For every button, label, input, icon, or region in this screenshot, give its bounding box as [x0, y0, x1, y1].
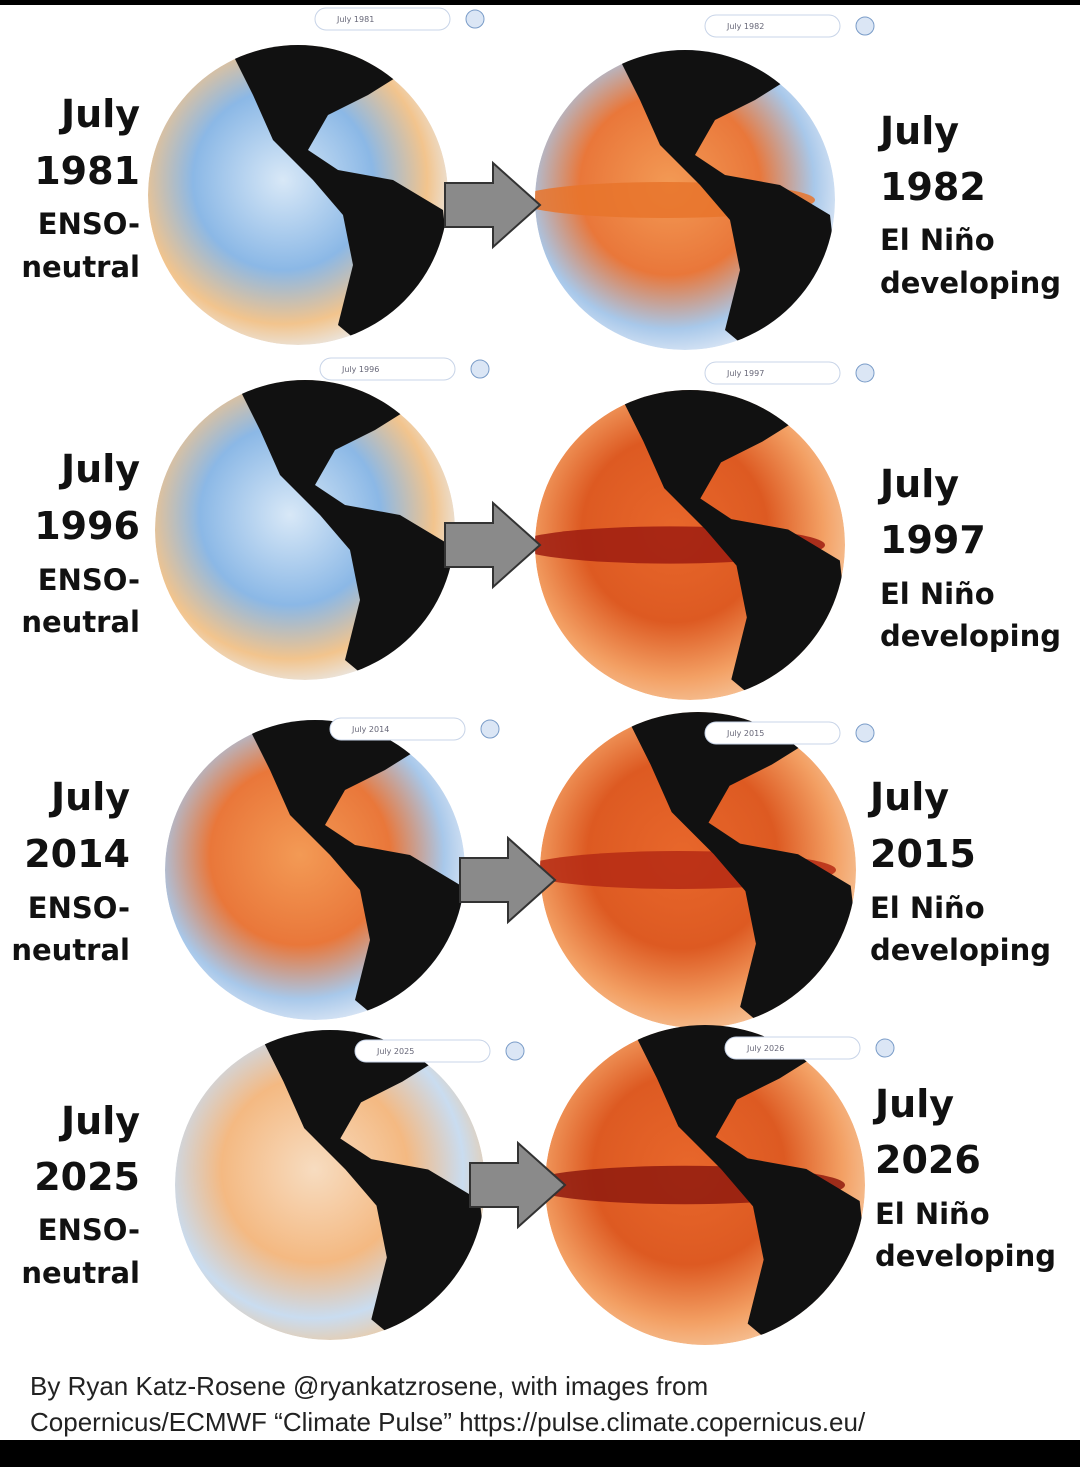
globe [165, 720, 465, 1020]
label-year: 2015 [870, 832, 976, 876]
date-pill [704, 721, 841, 745]
label-state-line1: ENSO- [38, 563, 140, 597]
credit-line: By Ryan Katz-Rosene @ryankatzrosene, wit… [30, 1371, 708, 1401]
arrow [459, 835, 557, 925]
label-state-line1: ENSO- [38, 1213, 140, 1247]
label-state-line1: El Niño [880, 577, 995, 611]
globe [148, 45, 448, 345]
date-pill-text: July 1981 [336, 15, 374, 24]
continents [228, 45, 448, 345]
continents [245, 720, 465, 1020]
globe [155, 380, 455, 680]
label-state-line2: developing [875, 1239, 1056, 1273]
label-state-line1: El Niño [880, 223, 995, 257]
label-state-line2: developing [880, 619, 1061, 653]
label-month: July [58, 1099, 140, 1143]
label-state-line2: neutral [21, 605, 140, 639]
label-year: 1981 [34, 149, 140, 193]
globe-icon [855, 723, 875, 743]
globe-icon [875, 1038, 895, 1058]
label-year: 2026 [875, 1138, 981, 1182]
globe [535, 390, 845, 700]
label-year: 2014 [24, 832, 130, 876]
continents [257, 1030, 485, 1340]
label-year: 2025 [34, 1155, 140, 1199]
date-pill-text: July 1996 [341, 365, 379, 374]
date-pill [704, 361, 841, 385]
arrow [444, 160, 542, 250]
continents [615, 50, 835, 350]
date-pill-text: July 2026 [746, 1044, 784, 1053]
globe [545, 1025, 865, 1345]
label-month: July [867, 775, 949, 819]
globe [540, 712, 856, 1028]
date-pill [329, 717, 466, 741]
date-pill-text: July 1997 [726, 369, 764, 378]
label-month: July [872, 1082, 954, 1126]
continents [624, 712, 856, 1028]
label-month: July [58, 447, 140, 491]
label-state-line2: neutral [21, 1256, 140, 1290]
date-pill-text: July 2025 [376, 1047, 414, 1056]
continents [617, 390, 845, 700]
globe [535, 50, 835, 350]
label-month: July [877, 109, 959, 153]
label-month: July [58, 92, 140, 136]
label-state-line1: ENSO- [38, 207, 140, 241]
globe [175, 1030, 485, 1340]
date-pill [724, 1036, 861, 1060]
arrow [469, 1140, 567, 1230]
date-pill [319, 357, 456, 381]
date-pill-text: July 1982 [726, 22, 764, 31]
credit-line: Copernicus/ECMWF “Climate Pulse” https:/… [30, 1407, 866, 1437]
label-state-line2: developing [870, 933, 1051, 967]
label-month: July [48, 775, 130, 819]
arrow [444, 500, 542, 590]
globe-icon [470, 359, 490, 379]
label-state-line2: neutral [21, 250, 140, 284]
continents [630, 1025, 865, 1345]
date-pill [354, 1039, 491, 1063]
globe-icon [480, 719, 500, 739]
label-state-line2: neutral [11, 933, 130, 967]
label-state-line2: developing [880, 266, 1061, 300]
continents [235, 380, 455, 680]
label-year: 1996 [34, 504, 140, 548]
date-pill [314, 7, 451, 31]
label-year: 1997 [880, 518, 986, 562]
label-state-line1: ENSO- [28, 891, 130, 925]
globe-icon [505, 1041, 525, 1061]
label-month: July [877, 462, 959, 506]
label-year: 1982 [880, 165, 986, 209]
globe-icon [465, 9, 485, 29]
globe-icon [855, 16, 875, 36]
label-state-line1: El Niño [870, 891, 985, 925]
globe-icon [855, 363, 875, 383]
date-pill [704, 14, 841, 38]
label-state-line1: El Niño [875, 1197, 990, 1231]
date-pill-text: July 2015 [726, 729, 764, 738]
date-pill-text: July 2014 [351, 725, 389, 734]
